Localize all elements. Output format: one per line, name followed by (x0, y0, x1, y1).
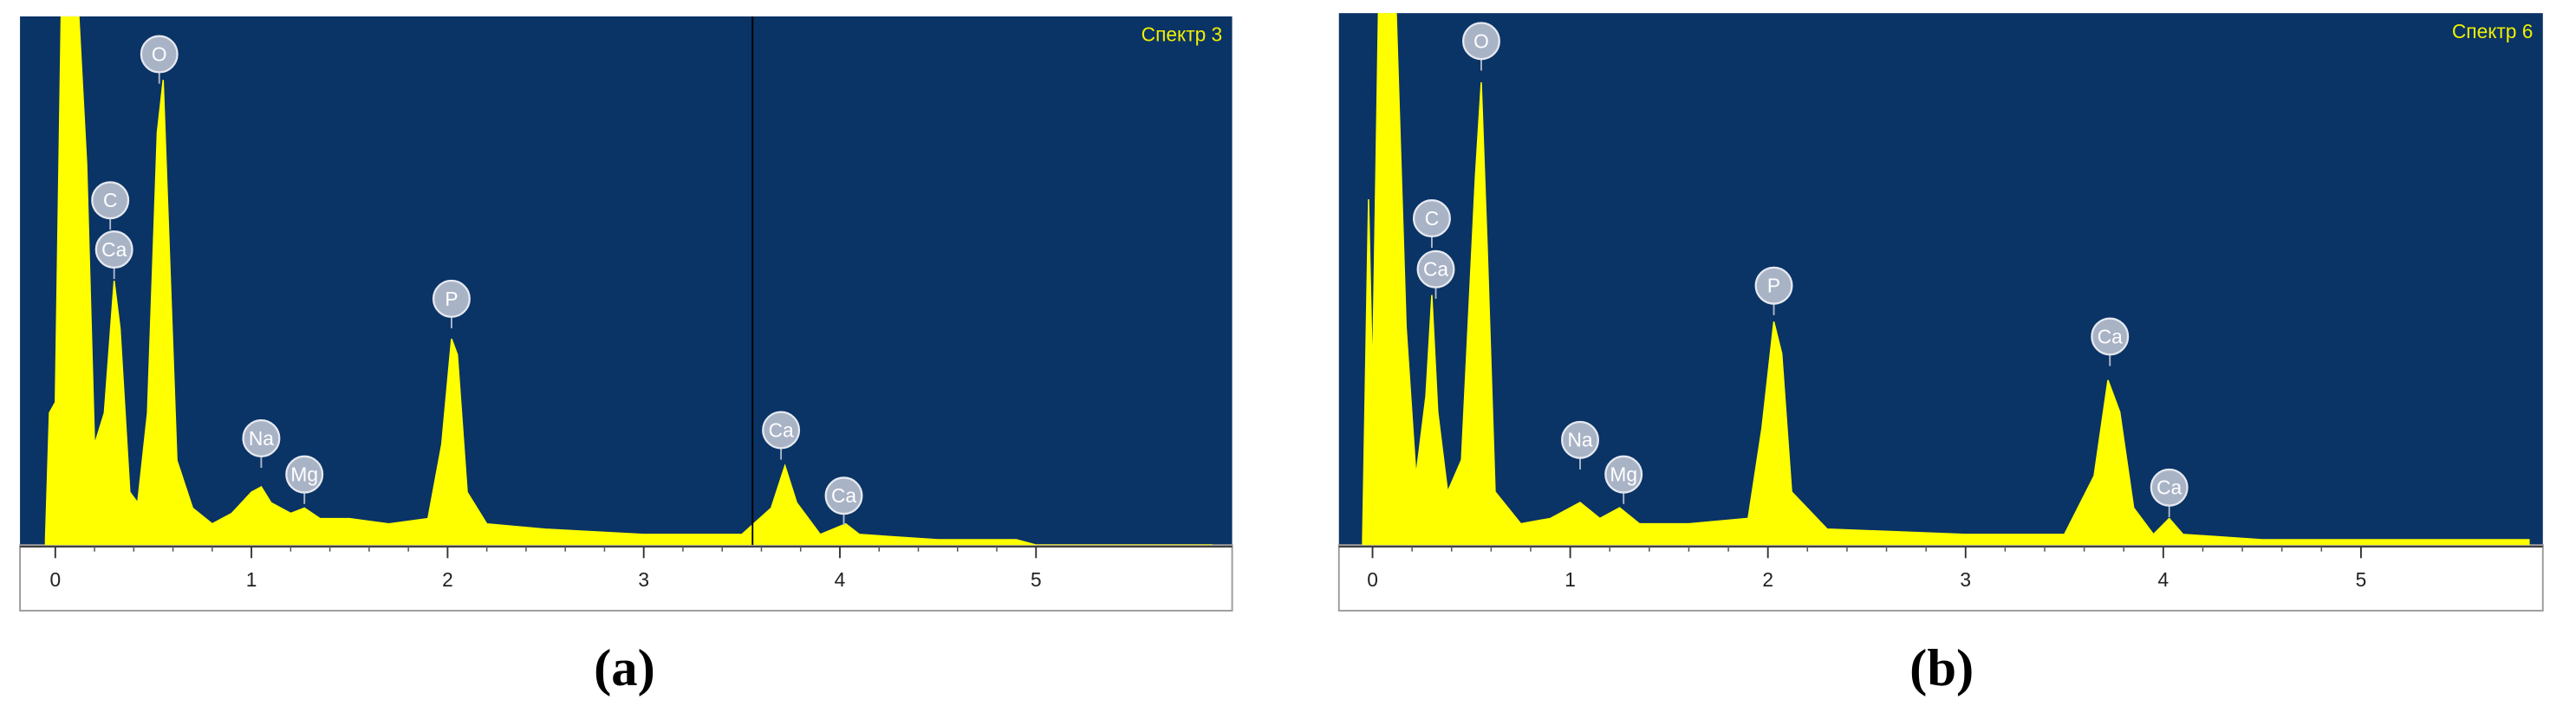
peak-label: Ca (2156, 476, 2182, 499)
x-tick-label: 5 (2356, 568, 2367, 591)
peak-label: Ca (1423, 258, 1448, 281)
peak-label-badge (762, 411, 801, 450)
peak-label: P (445, 288, 458, 310)
peak-label: Mg (1610, 463, 1637, 486)
spectrum (1362, 13, 2530, 546)
plot-background (20, 16, 1233, 546)
peak-label-badge (94, 230, 133, 269)
peak-label-badge (2091, 317, 2130, 356)
x-tick-label: 0 (1367, 568, 1378, 591)
peak-label: Ca (769, 418, 794, 441)
panel-caption: (b) (1909, 639, 1974, 697)
peak-label-badge (2150, 468, 2189, 507)
x-tick-label: 0 (49, 568, 61, 591)
peak-label-badge (1461, 22, 1500, 61)
peak-label: Mg (290, 463, 318, 486)
spectrum-title: Спектр 6 (2452, 20, 2534, 42)
peak-label-badge (1416, 249, 1455, 288)
spectrum (44, 16, 1213, 546)
peak-label-badge (1604, 455, 1643, 494)
peak-label-badge (91, 181, 130, 220)
x-tick-label: 4 (835, 568, 846, 591)
peak-label: O (1473, 29, 1489, 52)
peak-label: Ca (831, 484, 856, 507)
peak-label: O (152, 42, 167, 65)
peak-label: Na (1567, 429, 1592, 451)
peak-label-badge (824, 476, 863, 515)
peak-label-badge (432, 279, 471, 318)
x-tick-label: 1 (1564, 568, 1576, 591)
peak-label-badge (285, 455, 324, 494)
peak-label-badge (242, 418, 281, 457)
peak-label-badge (1754, 266, 1793, 305)
x-tick-label: 2 (1762, 568, 1773, 591)
peak-label: Ca (101, 238, 127, 261)
peak-label-badge (1561, 420, 1599, 459)
x-tick-label: 3 (1960, 568, 1971, 591)
x-tick-label: 5 (1031, 568, 1042, 591)
panel-caption: (a) (594, 639, 655, 697)
x-tick-label: 1 (246, 568, 257, 591)
peak-label-badge (140, 35, 179, 74)
peak-label: C (1425, 207, 1439, 230)
x-tick-label: 4 (2158, 568, 2169, 591)
peak-label: Na (249, 427, 274, 450)
peak-label: C (103, 189, 117, 211)
plot-background (1338, 13, 2543, 546)
axis-box (1337, 544, 2544, 612)
x-tick-label: 3 (638, 568, 649, 591)
peak-label: Ca (2098, 325, 2123, 347)
peak-label-badge (1412, 199, 1451, 238)
peak-label: P (1767, 275, 1780, 297)
spectrum-title: Спектр 3 (1142, 23, 1223, 46)
axis-box (19, 544, 1233, 612)
x-tick-label: 2 (442, 568, 453, 591)
